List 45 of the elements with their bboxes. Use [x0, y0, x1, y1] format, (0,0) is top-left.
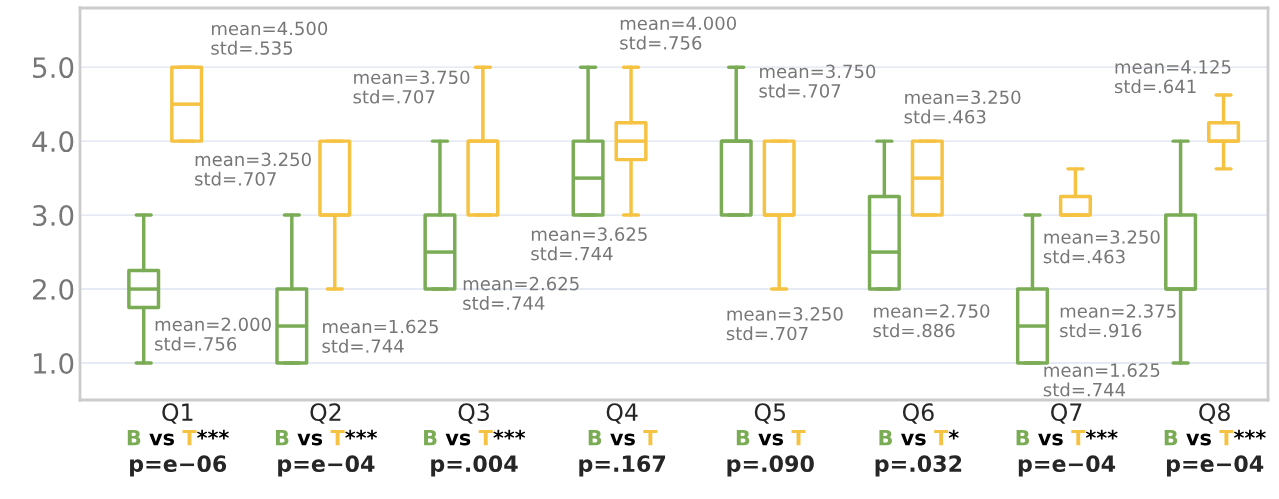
annotation: mean=2.000 std=.756: [155, 317, 271, 351]
text: p=e−04: [278, 455, 375, 477]
text: B vs T: [588, 430, 658, 446]
y-tick-label: 2.0: [33, 278, 74, 300]
annotation: mean=3.250 std=.463: [904, 90, 1021, 124]
x-tick-label: Q3: [458, 403, 489, 424]
text: p=e−04: [1018, 455, 1116, 477]
annotation: mean=4.500 std=.535: [211, 21, 328, 55]
x-tick-label: Q2: [310, 403, 341, 424]
text: B vs T***: [1016, 429, 1118, 446]
text: p=.004: [431, 455, 518, 477]
y-tick-label: 1.0: [34, 352, 74, 374]
x-tick-label: Q5: [754, 403, 786, 424]
annotation: mean=3.250 std=.463: [1043, 230, 1160, 264]
x-tick-label: Q7: [1051, 403, 1082, 424]
y-tick-label: 4.0: [32, 131, 74, 153]
annotation: mean=1.625 std=.744: [322, 319, 438, 353]
text: B vs T***: [275, 429, 378, 446]
x-tick-label: Q4: [606, 403, 638, 424]
annotation: mean=4.000 std=.756: [620, 16, 737, 50]
y-tick-label: 3.0: [33, 205, 74, 227]
text: B vs T***: [127, 429, 229, 446]
annotation: mean=1.625 std=.744: [1043, 363, 1160, 397]
text: B vs T***: [1164, 429, 1266, 446]
y-tick-label: 5.0: [33, 57, 74, 79]
text: B vs T: [736, 430, 806, 446]
annotation: mean=2.625 std=.744: [463, 276, 579, 310]
x-tick-label: Q1: [162, 403, 193, 424]
annotation: mean=3.750 std=.707: [353, 70, 470, 104]
text: p=.090: [727, 455, 814, 477]
annotation: mean=3.625 std=.744: [531, 227, 647, 261]
text: p=.032: [875, 455, 962, 477]
annotation: mean=3.250 std=.707: [726, 307, 843, 341]
annotation: mean=3.250 std=.707: [195, 152, 311, 186]
x-tick-label: Q8: [1199, 403, 1230, 424]
text: p=e−04: [1166, 455, 1264, 477]
x-tick-label: Q6: [902, 403, 934, 424]
annotation: mean=3.750 std=.707: [759, 64, 876, 98]
text: B vs T***: [424, 429, 526, 446]
annotation: mean=2.375 std=.916: [1060, 304, 1176, 338]
annotation: mean=4.125 std=.641: [1114, 60, 1231, 94]
text: p=.167: [579, 455, 666, 477]
text: B vs T*: [879, 429, 959, 446]
text: p=e−06: [130, 455, 227, 477]
annotation: mean=2.750 std=.886: [873, 304, 990, 338]
